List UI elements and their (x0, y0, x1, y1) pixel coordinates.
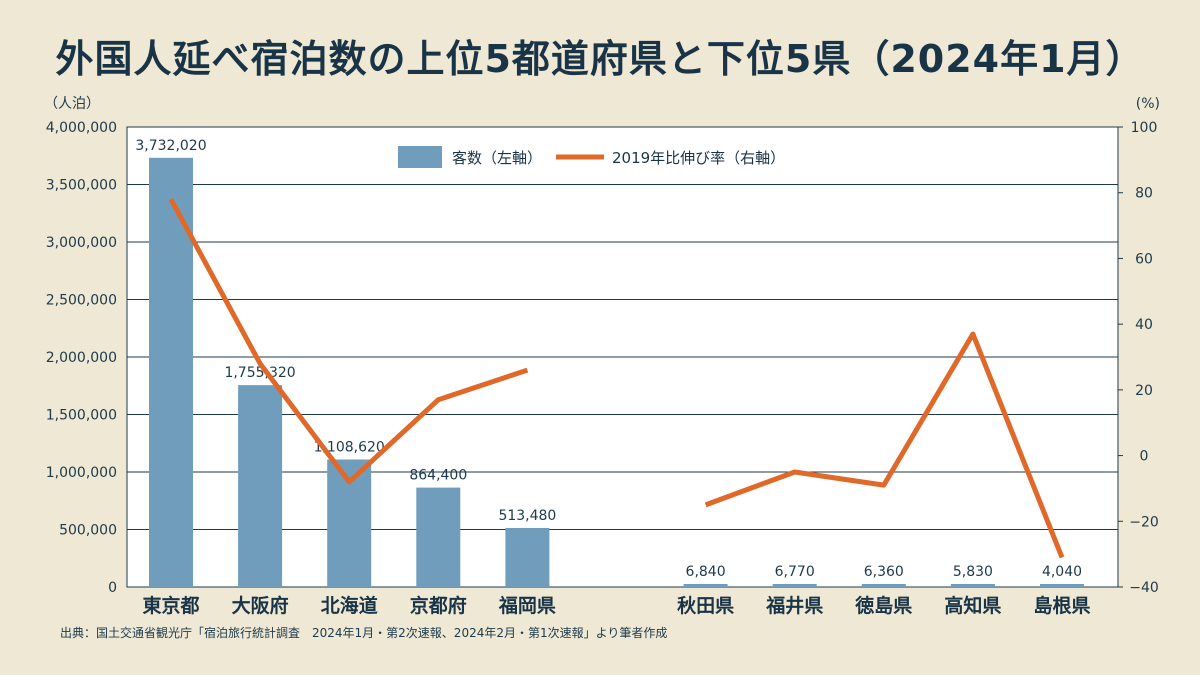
right-tick-label: 0 (1140, 449, 1149, 465)
bar (772, 584, 817, 587)
bar-value-label: 5,830 (953, 564, 993, 580)
category-label: 高知県 (944, 594, 1001, 617)
bar-value-label: 6,770 (775, 564, 815, 580)
right-tick-label: −20 (1129, 514, 1159, 530)
bar (149, 157, 193, 588)
left-tick-label: 1,500,000 (46, 408, 117, 424)
bar (1040, 584, 1084, 587)
right-tick-label: 100 (1131, 120, 1158, 136)
bar (950, 584, 995, 587)
left-tick-label: 3,500,000 (46, 178, 117, 194)
category-label: 島根県 (1033, 594, 1090, 617)
left-tick-label: 4,000,000 (46, 120, 117, 136)
bar-value-label: 864,400 (409, 468, 467, 484)
bar-value-label: 1,755,320 (224, 365, 295, 381)
bar (861, 584, 906, 587)
left-tick-label: 2,000,000 (46, 350, 117, 366)
legend: 客数（左軸） 2019年比伸び率（右軸） (398, 146, 785, 168)
bar (683, 584, 728, 587)
right-tick-label: 20 (1135, 383, 1153, 399)
gridlines (127, 126, 1118, 588)
left-tick-label: 500,000 (59, 523, 117, 539)
source-note: 出典：国土交通省観光庁「宿泊旅行統計調査 2024年1月・第2次速報、2024年… (60, 626, 668, 640)
left-axis-unit: （人泊） (44, 96, 100, 112)
bar-value-label: 4,040 (1042, 564, 1082, 580)
category-label: 徳島県 (854, 594, 912, 617)
growth-rate-line (168, 198, 1065, 559)
legend-line-label: 2019年比伸び率（右軸） (612, 149, 785, 167)
legend-bar-swatch (398, 146, 442, 168)
right-tick-label: 40 (1135, 317, 1153, 333)
right-axis-unit: (%) (1136, 96, 1160, 112)
category-label: 大阪府 (232, 594, 289, 617)
category-label: 東京都 (142, 594, 199, 617)
bars (149, 157, 1084, 588)
left-tick-label: 1,000,000 (46, 465, 117, 481)
category-label: 秋田県 (677, 594, 734, 617)
left-tick-label: 2,500,000 (46, 293, 117, 309)
bar-value-label: 513,480 (498, 508, 556, 524)
category-label: 福井県 (765, 594, 823, 617)
category-label: 北海道 (321, 594, 378, 617)
right-axis-ticks: −40 −20 0 20 40 60 80 100 (1118, 120, 1159, 596)
bar (416, 487, 461, 587)
bar-value-label: 6,360 (864, 564, 904, 580)
left-tick-label: 0 (108, 580, 117, 596)
right-tick-label: −40 (1129, 580, 1159, 596)
bar-value-label: 1,108,620 (314, 440, 385, 456)
right-tick-label: 80 (1135, 186, 1153, 202)
bar-value-label: 3,732,020 (135, 138, 206, 154)
left-tick-label: 3,000,000 (46, 235, 117, 251)
category-label: 福岡県 (498, 594, 556, 617)
bar (238, 385, 283, 587)
bar (505, 527, 550, 587)
left-axis-ticks: 0 500,000 1,000,000 1,500,000 2,000,000 2,500… (46, 120, 117, 596)
category-label: 京都府 (410, 594, 467, 617)
data-labels: 3,732,020 1,755,320 1,108,620 864,400 513,48… (135, 138, 1082, 580)
bar-value-label: 6,840 (686, 564, 726, 580)
chart-title: 外国人延べ宿泊数の上位5都道府県と下位5県（2024年1月） (55, 37, 1145, 81)
right-tick-label: 60 (1135, 251, 1153, 267)
category-labels: 東京都 大阪府 北海道 京都府 福岡県 秋田県 福井県 徳島県 高知県 島根県 (142, 594, 1090, 617)
legend-bar-label: 客数（左軸） (452, 149, 542, 167)
